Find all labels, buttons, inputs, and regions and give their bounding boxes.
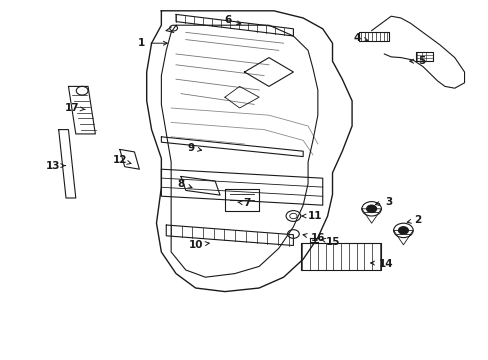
Text: 3: 3	[375, 197, 391, 207]
Polygon shape	[176, 14, 293, 36]
Text: 9: 9	[187, 143, 201, 153]
Text: 13: 13	[45, 161, 65, 171]
Text: 11: 11	[302, 211, 322, 221]
Polygon shape	[181, 176, 220, 195]
Text: 8: 8	[177, 179, 192, 189]
Text: 5: 5	[409, 56, 424, 66]
Polygon shape	[359, 32, 388, 41]
Polygon shape	[59, 130, 76, 198]
Circle shape	[366, 205, 376, 212]
Text: 7: 7	[237, 198, 250, 208]
Text: 14: 14	[370, 258, 393, 269]
Text: 15: 15	[320, 237, 340, 247]
Text: 17: 17	[65, 103, 85, 113]
Polygon shape	[166, 225, 293, 246]
Circle shape	[398, 227, 407, 234]
Text: 6: 6	[224, 15, 240, 25]
Polygon shape	[300, 243, 381, 270]
Polygon shape	[120, 149, 139, 169]
Text: 10: 10	[188, 240, 209, 250]
Polygon shape	[161, 137, 303, 157]
Polygon shape	[68, 86, 95, 134]
Text: 2: 2	[407, 215, 421, 225]
Polygon shape	[161, 169, 322, 205]
Polygon shape	[224, 189, 259, 211]
Polygon shape	[415, 52, 432, 61]
Text: 4: 4	[352, 33, 367, 43]
Text: 16: 16	[303, 233, 325, 243]
Text: 1: 1	[138, 38, 167, 48]
Text: 12: 12	[112, 155, 131, 165]
